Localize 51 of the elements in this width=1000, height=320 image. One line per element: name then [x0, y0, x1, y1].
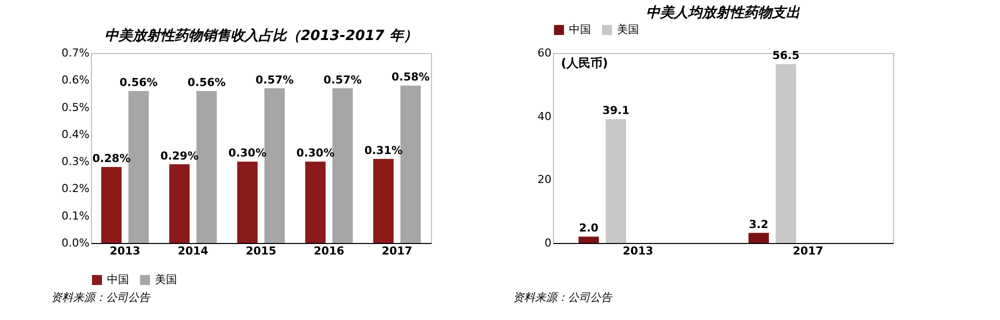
y-tick-label: 0.4% [62, 128, 90, 141]
y-tick-label: 0.7% [62, 46, 90, 60]
data-label: 0.28% [92, 152, 130, 165]
bar [776, 64, 796, 243]
x-tick-label: 2013 [622, 244, 654, 258]
x-tick-label: 2013 [110, 244, 140, 258]
data-label: 3.2 [748, 218, 768, 231]
x-tick-label: 2017 [792, 244, 824, 258]
y-tick-label: 20 [538, 173, 552, 186]
data-label: 0.30% [296, 146, 334, 160]
chart-title: 中美放射性药物销售收入占比（2013-2017 年） [104, 27, 418, 44]
y-tick-label: 0.3% [62, 155, 90, 168]
data-label: 0.29% [160, 149, 198, 162]
bar [101, 167, 122, 243]
bar [578, 236, 599, 243]
x-tick-label: 2014 [178, 244, 209, 258]
data-label: 0.56% [188, 76, 226, 89]
bar [237, 162, 258, 243]
x-tick-label: 2016 [314, 244, 345, 258]
data-label: 2.0 [578, 222, 599, 235]
legend-label: 美国 [155, 273, 177, 286]
x-tick-label: 2017 [382, 244, 412, 258]
data-label: 0.57% [324, 73, 362, 86]
y-tick-label: 40 [538, 110, 552, 123]
bar [373, 158, 394, 243]
data-label: 0.57% [256, 73, 294, 86]
y-tick-label: 0.6% [62, 74, 90, 87]
text: 资料来源：公司公告 [513, 291, 613, 304]
data-label: 0.30% [228, 146, 266, 160]
text: 资料来源：公司公告 [51, 291, 151, 304]
data-label: 0.56% [120, 76, 158, 89]
y-tick-label: 0.2% [62, 182, 90, 196]
legend-label: 美国 [617, 23, 639, 36]
data-label: 56.5 [772, 49, 800, 62]
data-label: 39.1 [602, 104, 630, 118]
y-tick-label: 0 [544, 236, 552, 250]
bar [169, 164, 190, 243]
legend-label: 中国 [569, 23, 591, 36]
bar [305, 162, 326, 243]
y-tick-label: 0.5% [62, 100, 90, 114]
y-tick-label: 0.1% [62, 209, 90, 222]
annotation: (人民币) [561, 56, 608, 70]
y-tick-label: 60 [538, 46, 552, 60]
data-label: 0.31% [364, 144, 402, 157]
bar [748, 232, 769, 243]
data-label: 0.58% [392, 70, 430, 84]
chart-title: 中美人均放射性药物支出 [646, 4, 801, 21]
x-tick-label: 2015 [246, 244, 276, 258]
y-tick-label: 0.0% [62, 236, 90, 250]
bar [606, 119, 626, 243]
legend-label: 中国 [107, 273, 129, 286]
